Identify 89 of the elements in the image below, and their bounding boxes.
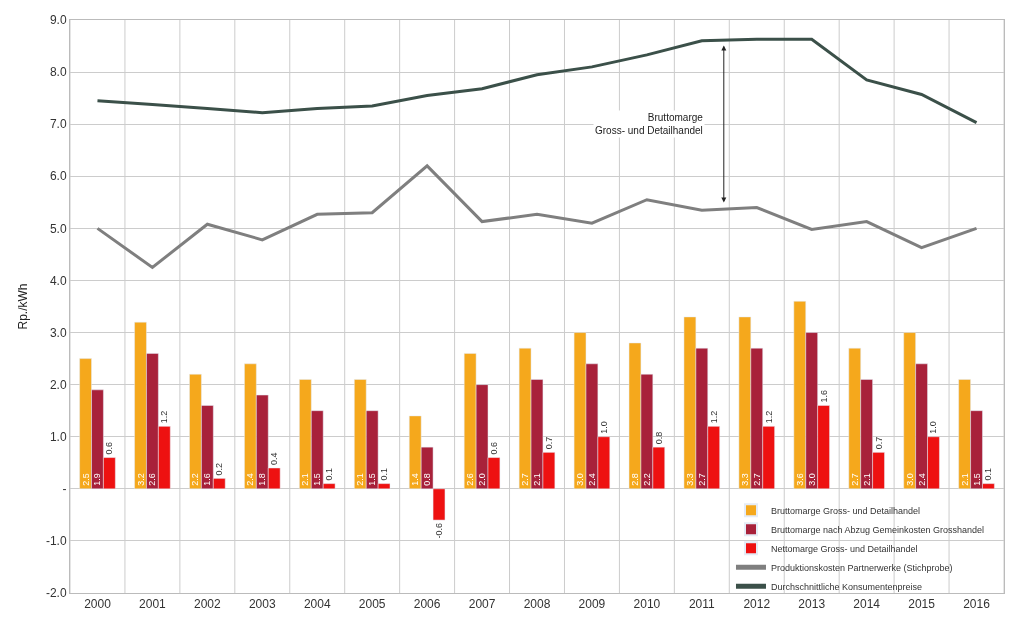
annotation: Bruttomarge Gross- und Detailhandel [595,112,704,136]
legend-label: Nettomarge Gross- und Detailhandel [770,543,918,554]
data-label: 1.5 [312,473,323,486]
y-tick-label: 1.0 [49,429,67,444]
data-label: 0.1 [983,468,994,481]
data-label: 0.4 [269,452,280,465]
y-tick-label: 7.0 [49,117,67,132]
data-label: 3.3 [739,473,750,486]
data-label: 1.0 [928,421,939,434]
x-tick-label: 2013 [798,597,826,612]
legend-label: Produktionskosten Partnerwerke (Stichprobe) [770,562,953,573]
data-label: 1.5 [971,473,982,486]
x-tick-label: 2004 [303,597,331,612]
data-label: 1.2 [159,410,170,424]
data-label: 1.6 [202,473,213,486]
y-tick-label: 6.0 [49,169,67,184]
data-label: 3.0 [575,473,586,486]
data-label: 2.8 [629,473,640,486]
y-tick-label: 3.0 [49,325,67,340]
data-label: 2.1 [355,473,366,486]
data-label: 1.8 [257,473,268,486]
data-label: 3.6 [794,473,805,486]
data-label: 2.4 [586,473,597,486]
line-series [95,37,979,125]
data-label: 1.2 [708,410,719,424]
x-tick-label: 2002 [194,597,222,612]
data-label: 2.1 [300,473,311,486]
x-tick-label: 2005 [358,597,386,612]
y-tick-label: 9.0 [49,13,67,28]
data-label: 2.7 [849,473,860,486]
data-label: 2.2 [190,473,201,486]
y-axis-title: Rp./kWh [16,283,31,330]
x-tick-label: 2003 [248,597,276,612]
data-label: 2.7 [751,473,762,486]
data-label: 2.1 [532,473,542,486]
data-label: 2.2 [641,473,652,486]
data-label: 1.6 [818,389,829,403]
x-tick-label: 2010 [633,597,661,612]
data-label: 2.0 [477,473,488,486]
line-series [95,164,979,269]
legend-label: Bruttomarge Gross- und Detailhandel [770,505,921,516]
y-tick-label: -1.0 [45,534,67,549]
data-label: 1.5 [367,473,378,486]
data-label: 2.6 [465,473,476,486]
data-label: 3.0 [806,473,817,486]
y-tick-label: 8.0 [49,65,67,80]
x-tick-label: 2008 [523,597,551,612]
data-label: 1.4 [410,473,421,486]
data-label: 0.1 [379,468,390,481]
x-tick-label: 2009 [578,597,606,612]
data-label: 0.8 [422,473,433,486]
data-label: 2.1 [959,473,970,486]
data-label: 0.7 [873,436,884,450]
x-tick-label: 2016 [963,597,991,612]
data-label: 2.4 [916,473,927,486]
data-label: 3.0 [904,473,915,486]
data-label: 2.6 [147,473,158,486]
x-tick-label: 2011 [688,597,716,612]
data-label: 0.7 [543,436,554,450]
data-label: 2.7 [520,473,531,486]
data-label: 0.6 [488,442,499,455]
data-label: 3.2 [135,473,146,486]
y-tick-label: -2.0 [45,586,67,601]
legend-label: Bruttomarge nach Abzug Gemeinkosten Grosshandel [770,524,985,535]
data-label: 0.8 [653,431,664,445]
data-label: 2.1 [861,473,872,486]
data-label: 2.5 [80,473,91,486]
data-label: 1.2 [763,410,774,424]
y-tick-label: 5.0 [49,221,67,236]
data-label: 1.0 [598,421,609,434]
y-tick-label: 4.0 [49,273,67,288]
data-label: 1.9 [92,473,103,486]
legend-label: Durchschnittliche Konsumentenpreise [770,581,923,592]
data-label: 2.4 [245,473,256,486]
data-label: 2.7 [696,473,707,486]
data-label: -0.6 [434,523,445,539]
x-tick-label: 2014 [853,597,881,612]
x-tick-label: 2015 [908,597,936,612]
x-tick-label: 2000 [84,597,112,612]
y-tick-label: 2.0 [49,377,67,392]
x-tick-label: 2012 [743,597,771,612]
data-label: 0.6 [104,442,115,455]
x-tick-label: 2001 [139,597,167,612]
y-tick-label: - [62,482,67,497]
data-label: 0.2 [214,462,225,476]
x-tick-label: 2007 [468,597,496,612]
data-label: 3.3 [684,473,695,486]
data-label: 0.1 [324,468,335,481]
x-tick-label: 2006 [413,597,441,612]
